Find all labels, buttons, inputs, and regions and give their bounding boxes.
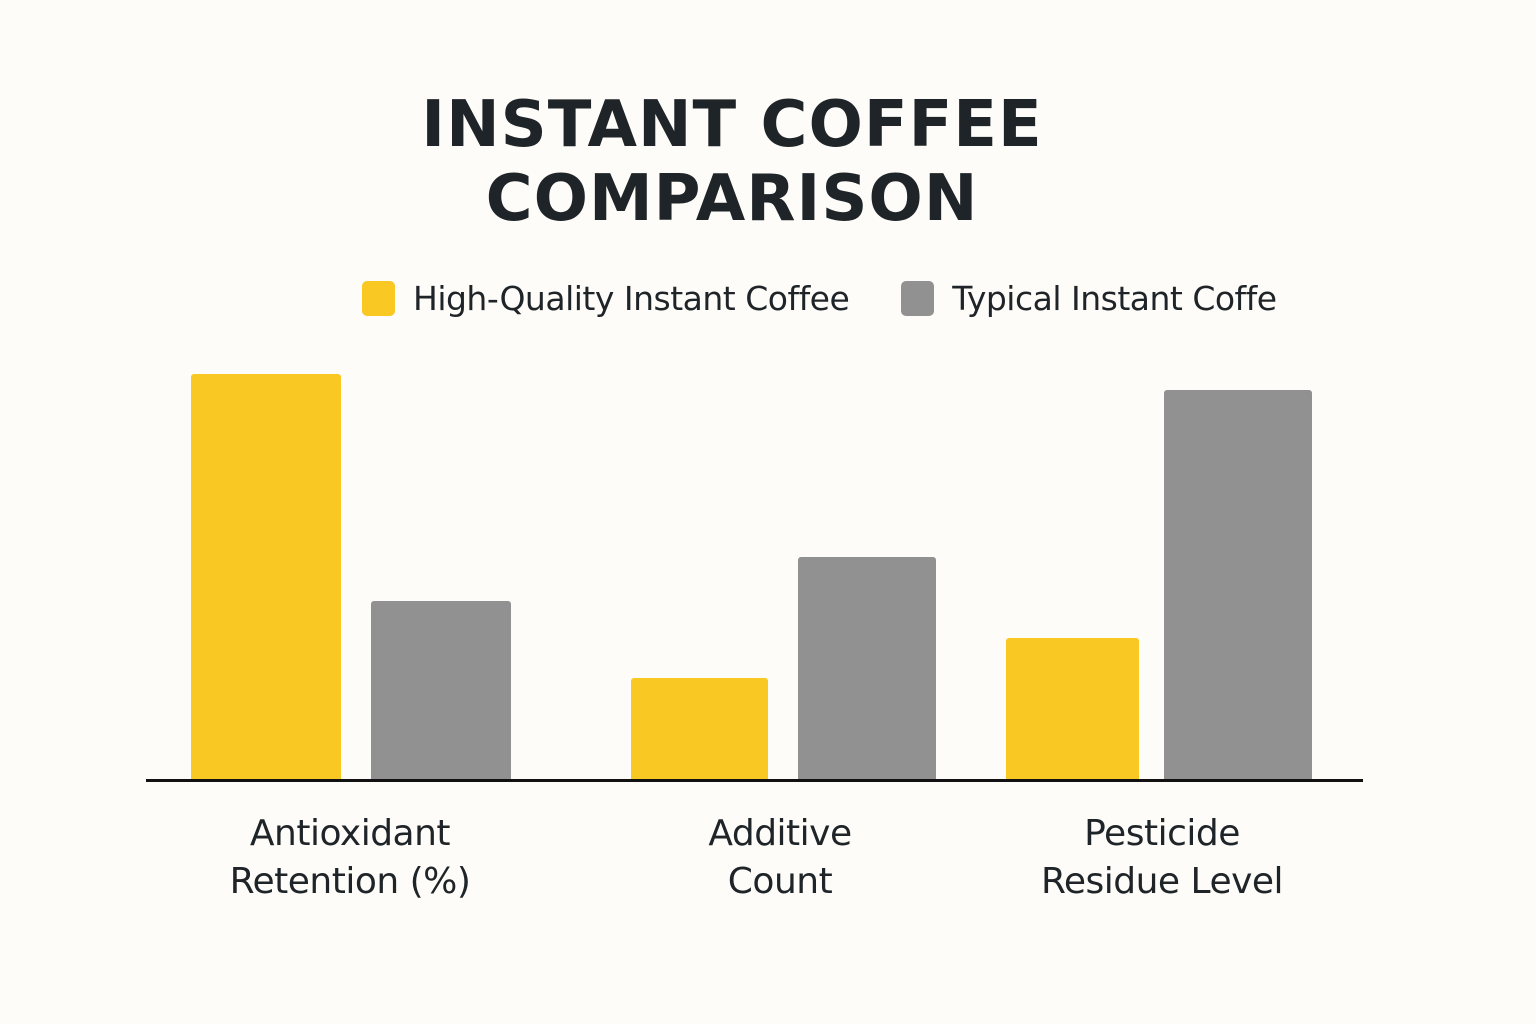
bar-typical-0	[371, 601, 511, 780]
legend-item-typical: Typical Instant Coffe	[901, 278, 1277, 318]
category-label-line: Additive	[708, 813, 852, 854]
bar-high-quality-1	[631, 678, 768, 780]
bar-typical-2	[1164, 390, 1312, 780]
category-label-antioxidant: Antioxidant Retention (%)	[170, 810, 530, 906]
bar-high-quality-0	[191, 374, 341, 780]
category-label-line: Retention (%)	[229, 861, 471, 902]
legend: High-Quality Instant Coffee Typical Inst…	[362, 276, 1329, 320]
category-label-line: Pesticide	[1084, 813, 1240, 854]
bar-high-quality-2	[1006, 638, 1139, 780]
category-label-line: Residue Level	[1040, 861, 1284, 902]
legend-item-high-quality: High-Quality Instant Coffee	[362, 278, 850, 318]
category-label-line: Count	[727, 861, 833, 902]
legend-label: Typical Instant Coffe	[952, 278, 1277, 318]
title-line-2: COMPARISON	[485, 162, 979, 236]
category-label-line: Antioxidant	[249, 813, 451, 854]
chart-title: INSTANT COFFEE COMPARISON	[0, 88, 1464, 236]
category-label-additive: Additive Count	[600, 810, 960, 906]
legend-swatch-yellow	[362, 280, 395, 316]
legend-swatch-gray	[901, 280, 935, 316]
title-line-1: INSTANT COFFEE	[421, 88, 1043, 162]
legend-label: High-Quality Instant Coffee	[413, 278, 850, 318]
category-label-pesticide: Pesticide Residue Level	[982, 810, 1342, 906]
x-axis-line	[146, 779, 1363, 782]
bar-typical-1	[798, 557, 936, 780]
